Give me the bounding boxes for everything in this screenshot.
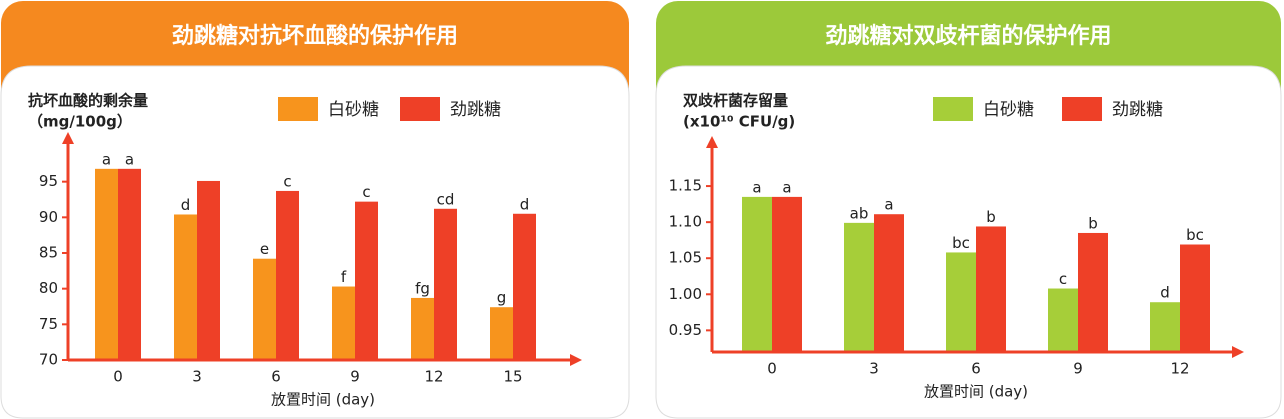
bar xyxy=(411,297,434,360)
bar-letter: a xyxy=(884,196,893,214)
bar xyxy=(976,226,1006,352)
x-tick-label: 9 xyxy=(350,368,360,386)
x-tick-label: 3 xyxy=(192,368,202,386)
panel-body xyxy=(655,65,1282,419)
bar-letter: g xyxy=(497,289,507,307)
bar xyxy=(1180,244,1210,352)
bar xyxy=(772,196,802,352)
bar xyxy=(174,214,197,360)
bar-letter: cd xyxy=(437,190,455,208)
bar xyxy=(1048,288,1078,352)
bar-letter: d xyxy=(1160,284,1170,302)
bar xyxy=(1078,232,1108,352)
y-tick-label: 80 xyxy=(39,279,58,297)
y-tick-label: 95 xyxy=(39,172,58,190)
x-tick-label: 0 xyxy=(113,368,123,386)
y-tick-label: 85 xyxy=(39,244,58,262)
bar xyxy=(513,213,536,360)
panel-title: 劲跳糖对抗坏血酸的保护作用 xyxy=(172,23,458,49)
legend-label: 白砂糖 xyxy=(328,100,379,120)
bar-letter: fg xyxy=(415,279,430,297)
bar-letter: c xyxy=(362,183,370,201)
bar-letter: ab xyxy=(850,204,869,222)
y-tick-label: 0.95 xyxy=(669,321,702,339)
bar xyxy=(946,252,976,352)
bar-letter: f xyxy=(341,268,347,286)
bar xyxy=(253,258,276,360)
panel-body xyxy=(0,65,630,419)
legend-swatch xyxy=(933,97,973,121)
bar-letter: e xyxy=(260,240,269,258)
bar-letter: bc xyxy=(952,234,970,252)
bar xyxy=(1150,302,1180,352)
x-axis-title: 放置时间 (day) xyxy=(271,391,375,409)
y-axis-title: （mg/100g） xyxy=(28,113,132,131)
bar xyxy=(332,286,355,360)
y-tick-label: 1.10 xyxy=(669,213,702,231)
bar-letter: c xyxy=(1059,270,1067,288)
x-axis-arrow xyxy=(570,354,582,366)
bar xyxy=(874,214,904,352)
bar xyxy=(844,222,874,352)
y-tick-label: 1.15 xyxy=(669,177,702,195)
bar-letter: c xyxy=(283,172,291,190)
x-tick-label: 9 xyxy=(1073,360,1083,378)
x-tick-label: 6 xyxy=(271,368,281,386)
bar xyxy=(118,168,141,360)
legend-label: 劲跳糖 xyxy=(450,100,501,120)
bar xyxy=(434,208,457,360)
legend-swatch xyxy=(278,97,318,121)
x-axis-arrow xyxy=(1232,346,1244,358)
x-tick-label: 3 xyxy=(869,360,879,378)
y-tick-label: 75 xyxy=(39,315,58,333)
bar xyxy=(490,307,513,360)
y-axis-title: (x10¹⁰ CFU/g) xyxy=(683,113,795,131)
bar xyxy=(355,201,378,360)
bar-letter: b xyxy=(986,208,996,226)
bar-letter: a xyxy=(102,150,111,168)
bar-letter: a xyxy=(782,178,791,196)
bar xyxy=(197,180,220,360)
x-axis-title: 放置时间 (day) xyxy=(924,383,1028,401)
bar xyxy=(95,168,118,360)
x-tick-label: 12 xyxy=(424,368,443,386)
y-tick-label: 90 xyxy=(39,208,58,226)
bar-letter: a xyxy=(125,150,134,168)
bar-letter: d xyxy=(520,195,530,213)
x-tick-label: 15 xyxy=(503,368,522,386)
y-axis-arrow xyxy=(62,132,74,144)
bar-letter: bc xyxy=(1186,226,1204,244)
y-axis-arrow xyxy=(706,136,718,148)
legend-label: 劲跳糖 xyxy=(1112,100,1163,120)
y-tick-label: 1.00 xyxy=(669,285,702,303)
y-tick-label: 1.05 xyxy=(669,249,702,267)
y-axis-title: 抗坏血酸的剩余量 xyxy=(28,92,148,110)
bar xyxy=(742,196,772,352)
bar-letter: d xyxy=(181,196,191,214)
x-tick-label: 6 xyxy=(971,360,981,378)
y-tick-label: 70 xyxy=(39,351,58,369)
legend-swatch xyxy=(1062,97,1102,121)
x-tick-label: 0 xyxy=(767,360,777,378)
bar xyxy=(276,190,299,360)
legend-swatch xyxy=(400,97,440,121)
bar-letter: b xyxy=(1088,214,1098,232)
legend-label: 白砂糖 xyxy=(983,100,1034,120)
bar-letter: a xyxy=(752,178,761,196)
panel-title: 劲跳糖对双歧杆菌的保护作用 xyxy=(825,23,1111,49)
x-tick-label: 12 xyxy=(1170,360,1189,378)
y-axis-title: 双歧杆菌存留量 xyxy=(683,92,788,110)
